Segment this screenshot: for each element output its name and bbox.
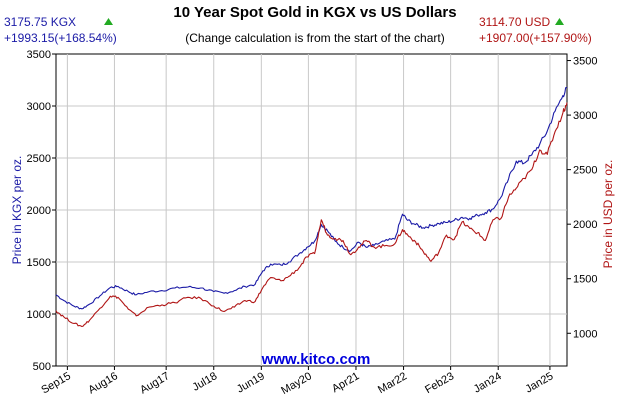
right-tick-label: 1000 xyxy=(573,328,597,340)
grid-lines xyxy=(56,54,567,366)
right-summary: 3114.70 USD +1907.00(+157.90%) xyxy=(479,15,592,45)
left-axis-label: Price in KGX per oz. xyxy=(10,156,24,265)
x-axis-ticks: Sep15 Aug16 Aug17 Jul18 Jun19 May20 Apr21 Mar22… xyxy=(39,366,555,397)
x-tick-label: Sep15 xyxy=(39,370,73,396)
left-axis-ticks: 500 1000 1500 2000 2500 3000 3500 xyxy=(27,49,56,373)
x-tick-label: Jun19 xyxy=(235,370,267,395)
right-summary-price: 3114.70 USD xyxy=(479,15,550,29)
left-summary-change: +1993.15(+168.54%) xyxy=(4,31,117,45)
right-up-arrow-icon xyxy=(555,18,564,25)
left-tick-label: 3500 xyxy=(27,49,51,61)
series-lines xyxy=(55,86,568,328)
right-axis-ticks: 1000 1500 2000 2500 3000 3500 xyxy=(567,56,597,340)
x-tick-label: May20 xyxy=(279,370,314,397)
left-summary-price: 3175.75 KGX xyxy=(4,15,76,29)
left-up-arrow-icon xyxy=(104,18,113,25)
right-axis-label: Price in USD per oz. xyxy=(601,160,615,269)
right-tick-label: 3500 xyxy=(573,56,597,68)
right-tick-label: 2000 xyxy=(573,219,597,231)
x-tick-label: Jan25 xyxy=(523,370,555,395)
right-tick-label: 1500 xyxy=(573,274,597,286)
chart-subtitle: (Change calculation is from the start of… xyxy=(185,31,444,45)
left-tick-label: 1500 xyxy=(27,257,51,269)
x-tick-label: Jan24 xyxy=(472,370,504,395)
x-tick-label: Aug17 xyxy=(138,370,172,396)
usd-series-line xyxy=(55,102,568,328)
left-tick-label: 2500 xyxy=(27,153,51,165)
left-tick-label: 1000 xyxy=(27,309,51,321)
right-summary-change: +1907.00(+157.90%) xyxy=(479,31,592,45)
x-tick-label: Mar22 xyxy=(376,370,409,396)
x-tick-label: Apr21 xyxy=(330,370,361,395)
watermark: www.kitco.com xyxy=(261,351,371,368)
chart-title: 10 Year Spot Gold in KGX vs US Dollars xyxy=(173,4,456,21)
x-tick-label: Feb23 xyxy=(423,370,456,396)
left-tick-label: 3000 xyxy=(27,101,51,113)
x-tick-label: Jul18 xyxy=(190,370,219,394)
kgx-series-line xyxy=(55,86,568,310)
x-tick-label: Aug16 xyxy=(86,370,120,396)
left-tick-label: 500 xyxy=(33,361,51,373)
right-tick-label: 3000 xyxy=(573,110,597,122)
right-tick-label: 2500 xyxy=(573,165,597,177)
left-tick-label: 2000 xyxy=(27,205,51,217)
left-summary: 3175.75 KGX +1993.15(+168.54%) xyxy=(4,15,117,45)
